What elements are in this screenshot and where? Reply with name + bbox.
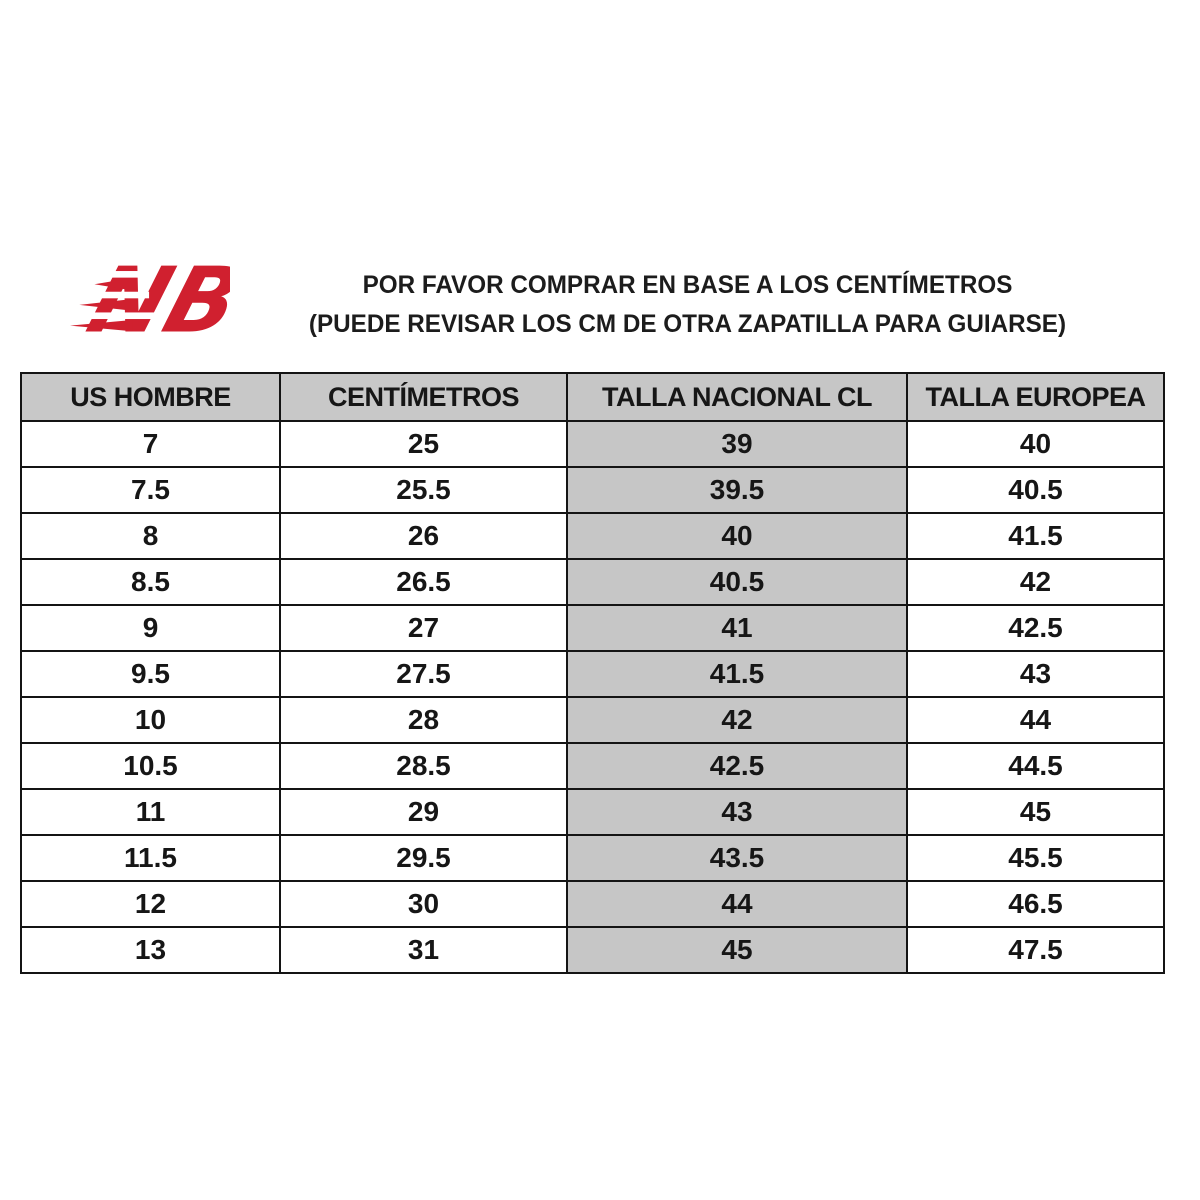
table-cell: 44.5 xyxy=(906,742,1165,790)
table-cell: 45 xyxy=(566,926,908,974)
table-cell: 10 xyxy=(20,696,281,744)
new-balance-logo: NB xyxy=(70,238,254,353)
size-conversion-table: US HOMBRE CENTÍMETROS TALLA NACIONAL CL TAL… xyxy=(20,372,1165,974)
table-row: 12 30 44 46.5 xyxy=(20,880,1165,928)
table-cell: 45.5 xyxy=(906,834,1165,882)
table-row: 11.5 29.5 43.5 45.5 xyxy=(20,834,1165,882)
table-row: 11 29 43 45 xyxy=(20,788,1165,836)
table-cell: 11 xyxy=(20,788,281,836)
table-cell: 10.5 xyxy=(20,742,281,790)
column-header: TALLA NACIONAL CL xyxy=(566,372,908,422)
table-cell: 28 xyxy=(279,696,568,744)
table-cell: 42.5 xyxy=(566,742,908,790)
table-cell: 42 xyxy=(906,558,1165,606)
table-cell: 9.5 xyxy=(20,650,281,698)
column-header: US HOMBRE xyxy=(20,372,281,422)
table-row: 10.5 28.5 42.5 44.5 xyxy=(20,742,1165,790)
table-cell: 26 xyxy=(279,512,568,560)
table-cell: 8.5 xyxy=(20,558,281,606)
table-cell: 30 xyxy=(279,880,568,928)
column-header: CENTÍMETROS xyxy=(279,372,568,422)
table-body: 7 25 39 40 7.5 25.5 39.5 40.5 8 26 40 41.5 8.5 26.5 40… xyxy=(20,420,1165,974)
table-row: 8.5 26.5 40.5 42 xyxy=(20,558,1165,606)
column-header: TALLA EUROPEA xyxy=(906,372,1165,422)
table-row: 10 28 42 44 xyxy=(20,696,1165,744)
table-cell: 45 xyxy=(906,788,1165,836)
table-cell: 26.5 xyxy=(279,558,568,606)
table-cell: 40.5 xyxy=(566,558,908,606)
table-cell: 42.5 xyxy=(906,604,1165,652)
table-cell: 25.5 xyxy=(279,466,568,514)
table-cell: 41 xyxy=(566,604,908,652)
table-cell: 29.5 xyxy=(279,834,568,882)
table-cell: 39 xyxy=(566,420,908,468)
table-cell: 40 xyxy=(906,420,1165,468)
table-cell: 41.5 xyxy=(566,650,908,698)
table-cell: 43 xyxy=(566,788,908,836)
table-cell: 47.5 xyxy=(906,926,1165,974)
table-cell: 13 xyxy=(20,926,281,974)
table-cell: 41.5 xyxy=(906,512,1165,560)
table-header-row: US HOMBRE CENTÍMETROS TALLA NACIONAL CL TAL… xyxy=(20,372,1165,422)
table-cell: 28.5 xyxy=(279,742,568,790)
table-row: 9 27 41 42.5 xyxy=(20,604,1165,652)
table-cell: 7.5 xyxy=(20,466,281,514)
table-cell: 9 xyxy=(20,604,281,652)
table-cell: 31 xyxy=(279,926,568,974)
header-area: NB POR FAVOR COMPRAR EN BASE A LOS CENTÍ… xyxy=(0,238,1200,353)
title-line-1: POR FAVOR COMPRAR EN BASE A LOS CENTÍMET… xyxy=(362,271,1013,299)
table-header: US HOMBRE CENTÍMETROS TALLA NACIONAL CL TAL… xyxy=(20,372,1165,422)
table-cell: 12 xyxy=(20,880,281,928)
table-cell: 46.5 xyxy=(906,880,1165,928)
table-row: 8 26 40 41.5 xyxy=(20,512,1165,560)
table-cell: 42 xyxy=(566,696,908,744)
table-cell: 43.5 xyxy=(566,834,908,882)
table-cell: 11.5 xyxy=(20,834,281,882)
table-row: 7 25 39 40 xyxy=(20,420,1165,468)
table-row: 9.5 27.5 41.5 43 xyxy=(20,650,1165,698)
table-row: 13 31 45 47.5 xyxy=(20,926,1165,974)
nb-logo-icon: NB xyxy=(70,247,254,353)
title-block: POR FAVOR COMPRAR EN BASE A LOS CENTÍMET… xyxy=(230,238,1200,344)
svg-text:NB: NB xyxy=(77,247,230,353)
table-cell: 40 xyxy=(566,512,908,560)
table-cell: 8 xyxy=(20,512,281,560)
table-cell: 27.5 xyxy=(279,650,568,698)
table-cell: 27 xyxy=(279,604,568,652)
table-cell: 39.5 xyxy=(566,466,908,514)
table-cell: 25 xyxy=(279,420,568,468)
table-cell: 29 xyxy=(279,788,568,836)
table-cell: 43 xyxy=(906,650,1165,698)
title-line-2: (PUEDE REVISAR LOS CM DE OTRA ZAPATILLA … xyxy=(308,310,1067,338)
table-cell: 44 xyxy=(566,880,908,928)
table-cell: 44 xyxy=(906,696,1165,744)
table-cell: 7 xyxy=(20,420,281,468)
table-row: 7.5 25.5 39.5 40.5 xyxy=(20,466,1165,514)
table-cell: 40.5 xyxy=(906,466,1165,514)
